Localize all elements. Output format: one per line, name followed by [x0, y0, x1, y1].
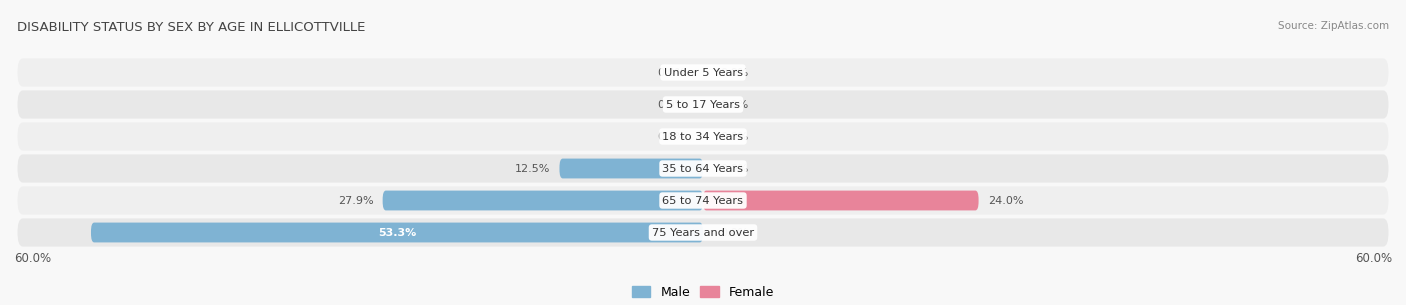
FancyBboxPatch shape — [382, 191, 703, 210]
Text: 0.0%: 0.0% — [720, 163, 748, 174]
FancyBboxPatch shape — [17, 90, 1389, 119]
Text: 65 to 74 Years: 65 to 74 Years — [662, 196, 744, 206]
FancyBboxPatch shape — [91, 223, 703, 242]
Text: 0.0%: 0.0% — [658, 67, 686, 77]
FancyBboxPatch shape — [17, 59, 1389, 87]
Legend: Male, Female: Male, Female — [631, 285, 775, 299]
Text: 0.0%: 0.0% — [658, 131, 686, 142]
Text: 0.0%: 0.0% — [720, 131, 748, 142]
Text: 27.9%: 27.9% — [337, 196, 374, 206]
Text: 24.0%: 24.0% — [988, 196, 1024, 206]
FancyBboxPatch shape — [17, 122, 1389, 151]
Text: 35 to 64 Years: 35 to 64 Years — [662, 163, 744, 174]
FancyBboxPatch shape — [560, 159, 703, 178]
FancyBboxPatch shape — [703, 191, 979, 210]
Text: 0.0%: 0.0% — [720, 228, 748, 238]
Text: DISABILITY STATUS BY SEX BY AGE IN ELLICOTTVILLE: DISABILITY STATUS BY SEX BY AGE IN ELLIC… — [17, 21, 366, 34]
Text: 60.0%: 60.0% — [14, 252, 51, 265]
FancyBboxPatch shape — [17, 218, 1389, 246]
Text: 0.0%: 0.0% — [720, 99, 748, 109]
Text: Under 5 Years: Under 5 Years — [664, 67, 742, 77]
Text: 53.3%: 53.3% — [378, 228, 416, 238]
Text: 0.0%: 0.0% — [720, 67, 748, 77]
Text: 5 to 17 Years: 5 to 17 Years — [666, 99, 740, 109]
Text: 60.0%: 60.0% — [1355, 252, 1392, 265]
FancyBboxPatch shape — [17, 186, 1389, 215]
Text: Source: ZipAtlas.com: Source: ZipAtlas.com — [1278, 21, 1389, 31]
Text: 0.0%: 0.0% — [658, 99, 686, 109]
Text: 12.5%: 12.5% — [515, 163, 550, 174]
Text: 18 to 34 Years: 18 to 34 Years — [662, 131, 744, 142]
FancyBboxPatch shape — [17, 154, 1389, 183]
Text: 75 Years and over: 75 Years and over — [652, 228, 754, 238]
